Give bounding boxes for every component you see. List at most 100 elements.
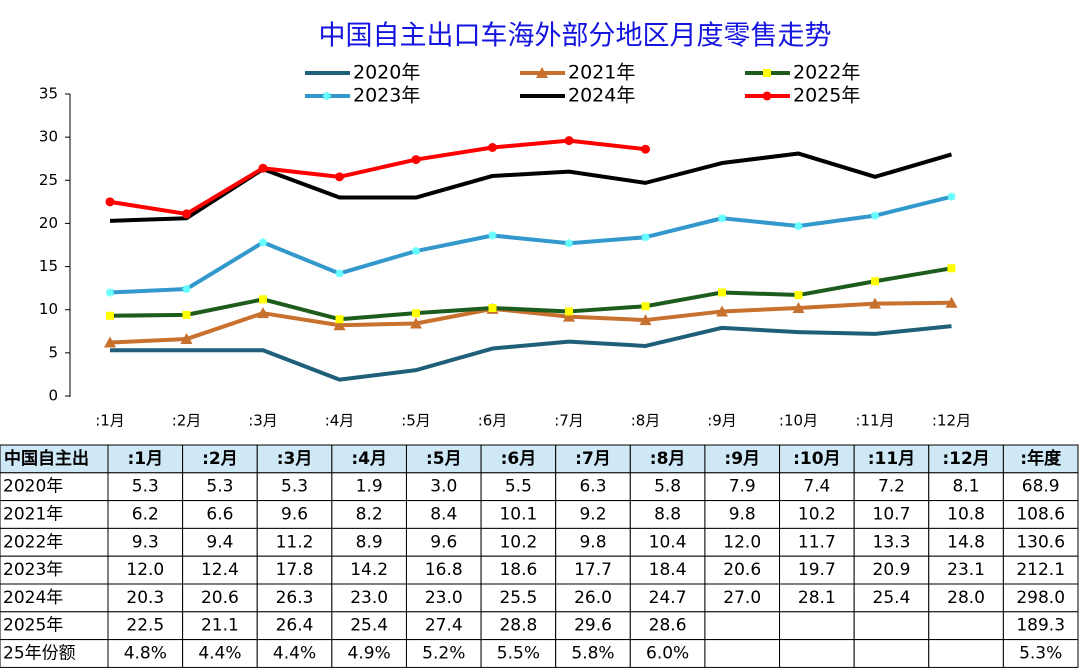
marker — [718, 288, 726, 297]
cell-text: 10.4 — [649, 532, 687, 552]
table-cell — [555, 527, 631, 557]
marker — [182, 209, 191, 219]
table-cell — [629, 583, 706, 613]
table-cell — [405, 639, 482, 668]
cell-text: 7.9 — [729, 477, 756, 497]
table-cell — [704, 639, 781, 668]
table-cell — [853, 500, 930, 529]
y-tick-label: 30 — [39, 128, 58, 146]
header-cell — [256, 444, 333, 474]
header-text: 中国自主出 — [4, 448, 89, 469]
chart-title: 中国自主出口车海外部分地区月度零售走势 — [319, 21, 832, 52]
table-cell — [256, 555, 333, 585]
marker — [564, 136, 574, 146]
cell-text: 4.4% — [273, 644, 316, 664]
header-cell — [182, 444, 258, 474]
table-cell — [1002, 527, 1079, 557]
marker — [412, 309, 420, 318]
y-tick-label: 25 — [39, 171, 58, 189]
table-cell — [480, 472, 557, 502]
marker — [333, 319, 346, 331]
cell-text: 20.3 — [126, 588, 164, 608]
cell-text: 28.6 — [649, 616, 687, 636]
header-text: :2月 — [202, 449, 238, 469]
marker — [947, 192, 956, 201]
legend-label: 2020年 — [353, 62, 420, 84]
table-cell — [405, 500, 482, 529]
table-cell — [331, 500, 407, 529]
marker — [411, 155, 421, 165]
table-cell — [182, 555, 258, 585]
table-cell — [182, 639, 258, 668]
cell-text: 4.9% — [348, 644, 391, 664]
table-cell — [1002, 555, 1079, 585]
table-cell — [256, 639, 333, 668]
table-cell — [256, 611, 333, 641]
table-cell — [704, 500, 781, 529]
cell-text: 5.2% — [422, 644, 465, 664]
marker — [641, 233, 650, 242]
table-cell — [107, 472, 184, 502]
marker — [716, 305, 728, 317]
table-cell — [1002, 472, 1079, 502]
header-text: :年度 — [1020, 448, 1062, 469]
legend-label: 2022年 — [793, 62, 860, 84]
series-line — [109, 194, 952, 295]
y-tick-label: 15 — [39, 257, 58, 275]
table-cell — [555, 583, 631, 613]
cell-text: 6.6 — [206, 505, 233, 525]
table-cell — [853, 472, 930, 502]
table-cell — [928, 639, 1004, 668]
marker — [258, 163, 268, 173]
y-tick-label: 35 — [39, 85, 58, 103]
cell-text: 28.1 — [798, 588, 836, 608]
cell-text: 9.3 — [132, 532, 159, 552]
cell-text: 17.7 — [574, 560, 612, 580]
cell-text: 5.8% — [571, 644, 614, 664]
table-cell — [779, 639, 855, 668]
x-tick-label: :11月 — [855, 412, 894, 430]
cell-text: 5.3 — [206, 477, 233, 497]
legend-marker — [536, 67, 548, 78]
cell-text: 1.9 — [356, 477, 383, 497]
table-cell — [182, 527, 258, 557]
header-text: :12月 — [942, 449, 989, 469]
cell-text: 17.8 — [276, 560, 314, 580]
table-cell — [1002, 611, 1079, 641]
marker — [104, 336, 116, 348]
table-cell — [779, 472, 855, 502]
marker — [641, 302, 650, 311]
table-cell — [331, 611, 407, 641]
table-cell — [704, 611, 781, 641]
cell-text: 22.5 — [126, 616, 164, 636]
cell-text: 20.6 — [201, 588, 239, 608]
cell-text: 14.2 — [350, 560, 388, 580]
cell-text: 20.6 — [723, 560, 761, 580]
cell-text: 13.3 — [873, 532, 911, 552]
legend-marker — [762, 91, 772, 101]
header-text: :6月 — [501, 449, 537, 469]
table-cell — [928, 527, 1004, 557]
table-cell — [182, 500, 258, 529]
table-cell — [555, 500, 631, 529]
table-cell — [853, 527, 930, 557]
x-tick-label: :5月 — [401, 412, 431, 430]
header-text: :8月 — [650, 449, 686, 469]
cell-text: 25.4 — [873, 588, 911, 608]
header-cell — [1002, 444, 1079, 474]
legend-label: 2024年 — [568, 85, 635, 107]
cell-text: 298.0 — [1016, 588, 1065, 608]
cell-text: 2022年 — [3, 532, 63, 552]
cell-text: 10.1 — [499, 505, 537, 525]
cell-text: 28.0 — [947, 588, 985, 608]
table-cell — [480, 639, 557, 668]
table-cell — [182, 611, 258, 641]
x-tick-label: :2月 — [172, 412, 202, 430]
marker — [945, 296, 958, 308]
table-cell — [0, 527, 109, 557]
cell-text: 23.1 — [947, 560, 985, 580]
marker — [105, 197, 115, 207]
marker — [180, 333, 193, 345]
table-cell — [1002, 500, 1079, 529]
cell-text: 5.5 — [505, 477, 532, 497]
